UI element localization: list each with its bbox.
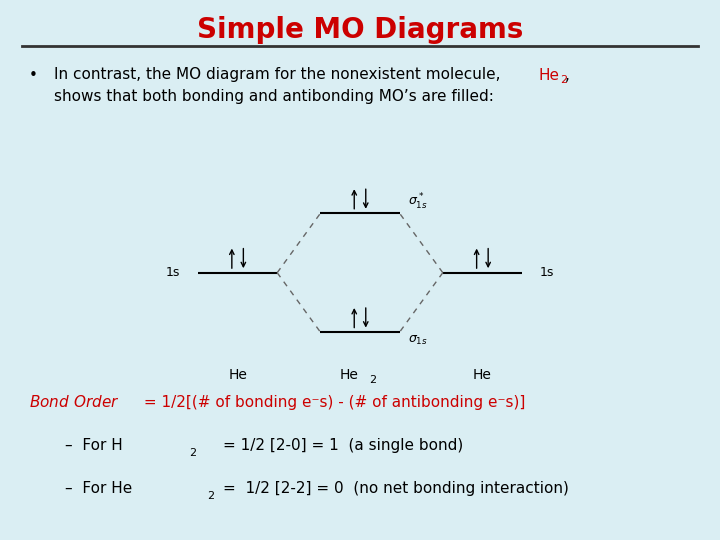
Text: $\sigma_{1s}$: $\sigma_{1s}$ <box>408 334 428 347</box>
Text: 2: 2 <box>189 448 196 457</box>
Text: He: He <box>473 368 492 382</box>
Text: –  For H: – For H <box>65 438 122 453</box>
Text: 1s: 1s <box>166 266 180 279</box>
Text: Simple MO Diagrams: Simple MO Diagrams <box>197 16 523 44</box>
Text: 2: 2 <box>207 491 214 501</box>
Text: ,: , <box>565 68 570 83</box>
Text: = 1/2[(# of bonding e⁻s) - (# of antibonding e⁻s)]: = 1/2[(# of bonding e⁻s) - (# of antibon… <box>139 395 526 410</box>
Text: In contrast, the MO diagram for the nonexistent molecule,: In contrast, the MO diagram for the none… <box>54 68 505 83</box>
Text: –  For He: – For He <box>65 481 132 496</box>
Text: He: He <box>340 368 359 382</box>
Text: 1s: 1s <box>540 266 554 279</box>
Text: =  1/2 [2-2] = 0  (no net bonding interaction): = 1/2 [2-2] = 0 (no net bonding interact… <box>223 481 569 496</box>
Text: He: He <box>228 368 247 382</box>
Text: $\sigma^*_{1s}$: $\sigma^*_{1s}$ <box>408 192 428 212</box>
Text: = 1/2 [2-0] = 1  (a single bond): = 1/2 [2-0] = 1 (a single bond) <box>223 438 464 453</box>
Text: $\it{Bond\ Order}$: $\it{Bond\ Order}$ <box>29 394 120 410</box>
Text: 2: 2 <box>369 375 377 384</box>
Text: He: He <box>539 68 559 83</box>
Text: shows that both bonding and antibonding MO’s are filled:: shows that both bonding and antibonding … <box>54 89 494 104</box>
Text: 2: 2 <box>560 75 567 85</box>
Text: •: • <box>29 68 37 83</box>
